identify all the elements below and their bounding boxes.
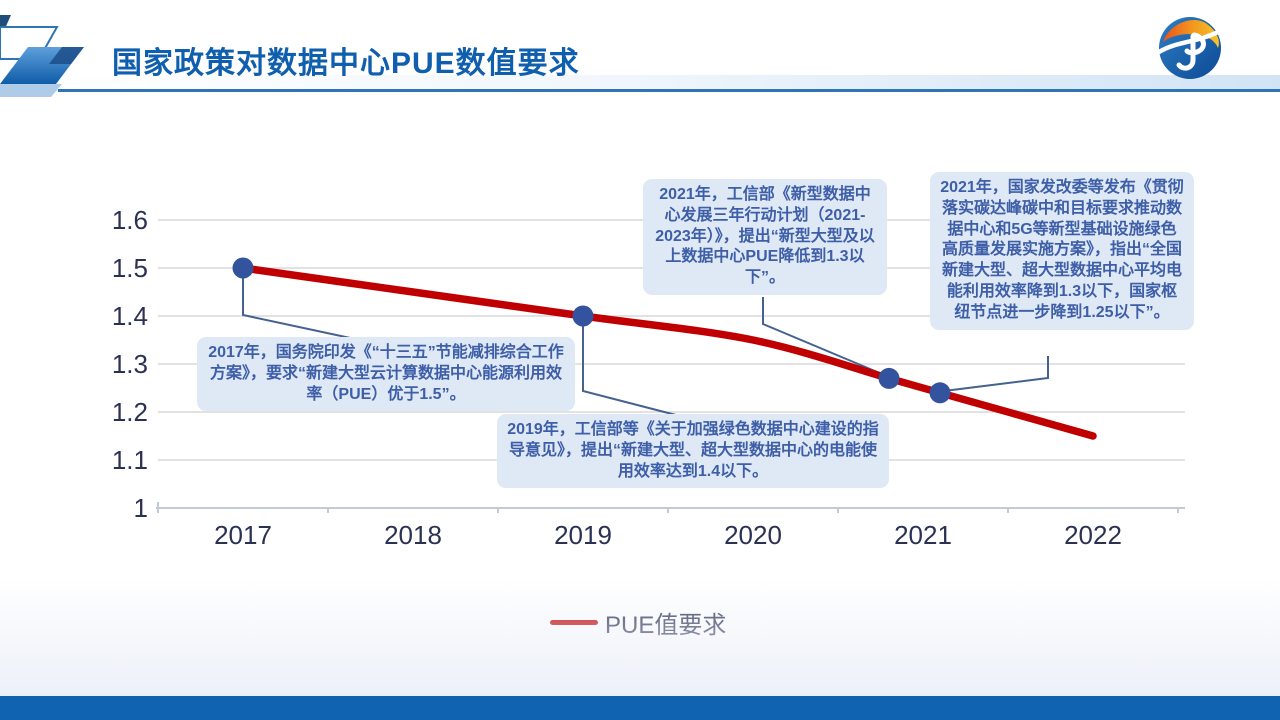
header-gradient-band — [58, 75, 1280, 89]
callout-connector-2021-ndrc — [943, 356, 1049, 392]
deco-light-band — [0, 84, 62, 97]
header-underline — [58, 89, 1280, 92]
x-tick-label: 2019 — [554, 520, 612, 550]
logo-letter-mark — [1176, 32, 1206, 71]
company-logo-icon — [1157, 17, 1223, 79]
callout-2021-ndrc-policy: 2021年，国家发改委等发布《贯彻落实碳达峰碳中和目标要求推动数据中心和5G等新… — [930, 172, 1194, 330]
y-tick-label: 1.1 — [111, 445, 148, 475]
x-tick-label: 2022 — [1064, 520, 1122, 550]
y-tick-label: 1.6 — [111, 205, 148, 235]
callout-connector-2017 — [242, 276, 356, 340]
data-point — [572, 305, 594, 327]
header-decoration — [0, 15, 84, 97]
callout-2017-policy: 2017年，国务院印发《“十三五”节能减排综合工作方案》，要求“新建大型云计算数… — [197, 337, 575, 412]
page-title: 国家政策对数据中心PUE数值要求 — [112, 47, 580, 80]
x-tick-label: 2020 — [724, 520, 782, 550]
x-tick-label: 2018 — [384, 520, 442, 550]
y-tick-label: 1.4 — [111, 301, 148, 331]
x-tick-label: 2021 — [894, 520, 952, 550]
data-point — [878, 367, 900, 389]
logo-white-swoosh — [1157, 28, 1223, 55]
logo-orange-swoosh — [1163, 20, 1219, 48]
data-point — [232, 257, 254, 279]
callout-2021-miit-policy: 2021年，工信部《新型数据中心发展三年行动计划（2021-2023年）》，提出… — [643, 179, 887, 295]
callout-connector-2021-miit — [762, 297, 883, 375]
y-tick-label: 1 — [133, 493, 148, 523]
y-tick-label: 1.5 — [111, 253, 148, 283]
x-tick-label: 2017 — [214, 520, 272, 550]
deco-dark-overlay — [49, 47, 84, 64]
footer-gradient — [0, 578, 1280, 696]
data-point — [929, 382, 951, 404]
callout-connector-2019 — [582, 324, 677, 416]
x-axis — [156, 502, 1185, 513]
y-tick-label: 1.2 — [111, 397, 148, 427]
footer-blue-bar — [0, 696, 1280, 720]
y-tick-label: 1.3 — [111, 349, 148, 379]
callout-2019-policy: 2019年，工信部等《关于加强绿色数据中心建设的指导意见》，提出“新建大型、超大… — [497, 414, 889, 489]
